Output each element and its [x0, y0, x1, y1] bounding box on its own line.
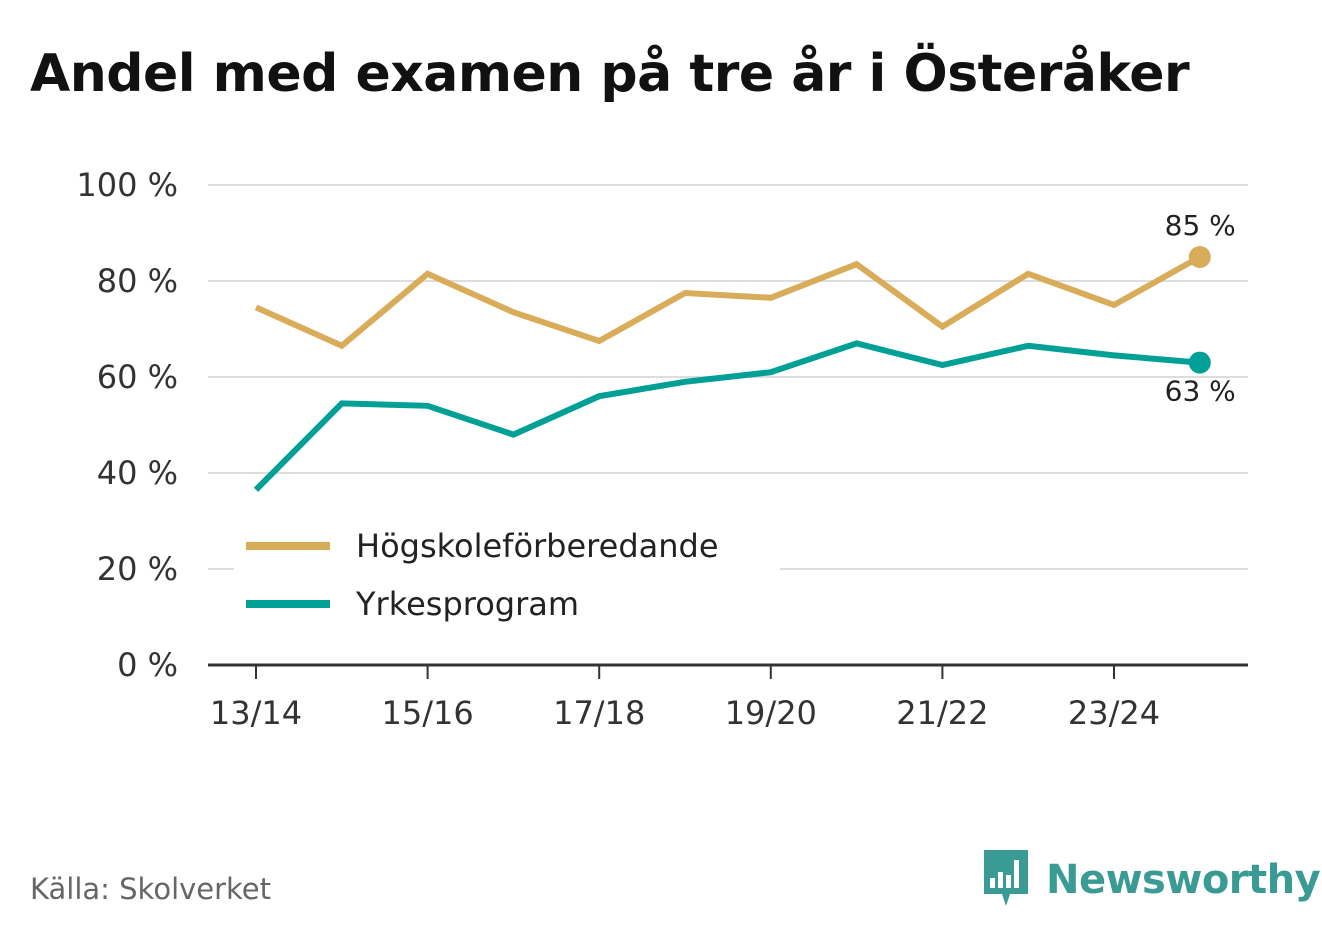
end-point-1	[1188, 351, 1211, 374]
x-tick-label: 15/16	[381, 694, 473, 732]
legend-label: Yrkesprogram	[355, 585, 579, 623]
legend-background	[234, 520, 780, 630]
x-tick-label: 17/18	[553, 694, 645, 732]
chart-title: Andel med examen på tre år i Österåker	[30, 44, 1190, 104]
x-tick-label: 21/22	[896, 694, 988, 732]
axes: 0 % 20 % 40 % 60 % 80 % 100 % 13/14 15/16 17/18 1…	[76, 166, 1248, 732]
brand-name: Newsworthy	[1046, 857, 1321, 903]
y-tick-label: 20 %	[97, 550, 178, 588]
source-text: Källa: Skolverket	[30, 872, 272, 906]
series-lines	[253, 246, 1211, 492]
x-tick-label: 23/24	[1068, 694, 1160, 732]
bar-chart-speech-bubble-icon	[984, 850, 1028, 906]
y-tick-label: 100 %	[76, 166, 178, 204]
legend: Högskoleförberedande Yrkesprogram	[234, 520, 780, 630]
y-tick-label: 0 %	[117, 646, 178, 684]
x-tick-label: 19/20	[725, 694, 817, 732]
brand-logo[interactable]: Newsworthy	[980, 848, 1321, 912]
end-point-0	[1188, 246, 1211, 268]
end-value-label: 63 %	[1165, 375, 1236, 408]
x-tick-label: 13/14	[210, 694, 302, 732]
series-line-0	[254, 254, 1202, 350]
y-tick-label: 80 %	[97, 262, 178, 300]
legend-label: Högskoleförberedande	[356, 527, 719, 565]
y-tick-label: 60 %	[97, 358, 178, 396]
y-tick-label: 40 %	[97, 454, 178, 492]
end-value-label: 85 %	[1165, 209, 1236, 242]
data-labels: 85 % 63 %	[1165, 209, 1236, 408]
series-line-1	[253, 340, 1201, 492]
